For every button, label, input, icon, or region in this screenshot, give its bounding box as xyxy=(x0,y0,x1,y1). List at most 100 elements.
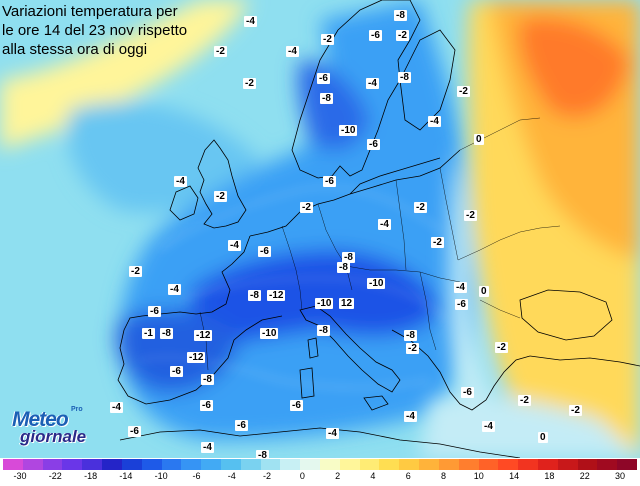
scale-swatch xyxy=(320,459,340,470)
isoline-label: -8 xyxy=(398,72,411,83)
isoline-label: -2 xyxy=(518,395,531,406)
scale-swatch xyxy=(181,459,202,470)
isoline-label: -2 xyxy=(321,34,334,45)
scale-swatch xyxy=(339,459,360,470)
map-title: Variazioni temperatura per le ore 14 del… xyxy=(2,2,232,59)
scale-swatch xyxy=(220,459,241,470)
isoline-label: -2 xyxy=(414,202,427,213)
isoline-label: -6 xyxy=(170,366,183,377)
isoline-label: -6 xyxy=(455,299,468,310)
isoline-label: -2 xyxy=(457,86,470,97)
isoline-label: -2 xyxy=(214,46,227,57)
isoline-label: -4 xyxy=(366,78,379,89)
scale-swatch xyxy=(458,459,479,470)
isoline-label: -8 xyxy=(394,10,407,21)
scale-tick-label: -22 xyxy=(48,471,62,481)
title-line-2: le ore 14 del 23 nov rispetto xyxy=(2,22,188,39)
scale-swatch xyxy=(22,459,43,470)
isoline-label: -8 xyxy=(342,252,355,263)
isoline-label: -4 xyxy=(244,16,257,27)
scale-swatch xyxy=(201,459,221,470)
scale-tick-label: 0 xyxy=(299,471,305,481)
isoline-label: -4 xyxy=(482,421,495,432)
isoline-label: -12 xyxy=(267,290,286,301)
scale-swatch xyxy=(597,459,618,470)
scale-tick-label: 4 xyxy=(370,471,376,481)
scale-tick-label: -4 xyxy=(227,471,236,481)
country-borders xyxy=(199,117,561,371)
isoline-label: -6 xyxy=(128,426,141,437)
isoline-label: -6 xyxy=(258,246,271,257)
scale-swatch xyxy=(161,459,182,470)
isoline-label: -4 xyxy=(378,219,391,230)
isoline-label: 12 xyxy=(339,298,355,309)
isoline-label: -4 xyxy=(174,176,187,187)
scale-swatch xyxy=(121,459,142,470)
isoline-label: 0 xyxy=(479,286,489,297)
scale-swatch xyxy=(518,459,538,470)
scale-swatch xyxy=(577,459,598,470)
isoline-label: -4 xyxy=(201,442,214,453)
isoline-label: -2 xyxy=(406,343,419,354)
isoline-label: -2 xyxy=(431,237,444,248)
isoline-label: -6 xyxy=(367,139,380,150)
isoline-label: -8 xyxy=(160,328,173,339)
scale-tick-label: -2 xyxy=(263,471,272,481)
isoline-label: -8 xyxy=(201,374,214,385)
isoline-label: 0 xyxy=(474,134,484,145)
temperature-change-map xyxy=(0,0,640,458)
scale-tick-label: -30 xyxy=(13,471,27,481)
scale-swatch xyxy=(419,459,439,470)
isoline-label: -6 xyxy=(323,176,336,187)
isoline-label: -4 xyxy=(454,282,467,293)
isoline-label: -8 xyxy=(337,262,350,273)
scale-swatch xyxy=(537,459,558,470)
scale-tick-label: -18 xyxy=(84,471,98,481)
isoline-label: -1 xyxy=(142,328,155,339)
coastlines xyxy=(117,0,640,458)
scale-swatch xyxy=(438,459,459,470)
hottest-area xyxy=(519,17,630,118)
scale-swatch xyxy=(62,459,83,470)
isoline-label: -4 xyxy=(326,428,339,439)
scale-tick-label: 6 xyxy=(405,471,411,481)
isoline-label: -2 xyxy=(495,342,508,353)
isoline-label: -4 xyxy=(404,411,417,422)
isoline-label: -10 xyxy=(339,125,358,136)
neutral-south-east-area xyxy=(420,396,640,458)
isoline-label: -6 xyxy=(235,420,248,431)
scale-tick-label: 8 xyxy=(441,471,447,481)
scale-tick-label: -10 xyxy=(154,471,168,481)
scale-swatch xyxy=(379,459,400,470)
isoline-label: -12 xyxy=(187,352,206,363)
deep-cold-core xyxy=(190,250,440,344)
color-scale-ticks: -30 -22 -18 -14 -10 -6 -4 -2 0 2 4 6 8 10 14 18 22 30 xyxy=(0,471,640,485)
meteogiornale-logo: Meteo Pro giornale xyxy=(8,402,100,450)
color-scale-legend: -30 -22 -18 -14 -10 -6 -4 -2 0 2 4 6 8 10 14 18 22 30 xyxy=(0,458,640,486)
isoline-label: -2 xyxy=(214,191,227,202)
scale-swatch xyxy=(478,459,499,470)
cold-atlantic-area xyxy=(67,102,260,213)
isoline-label: -8 xyxy=(320,93,333,104)
isolines xyxy=(139,187,446,388)
isoline-label: -2 xyxy=(243,78,256,89)
isoline-label: -4 xyxy=(168,284,181,295)
scale-tick-label: -6 xyxy=(192,471,201,481)
scale-swatch xyxy=(82,459,103,470)
isoline-label: -6 xyxy=(369,30,382,41)
isoline-label: -8 xyxy=(248,290,261,301)
isoline-label: -4 xyxy=(110,402,123,413)
scale-swatch xyxy=(141,459,162,470)
isoline-label: -4 xyxy=(228,240,241,251)
scale-tick-label: 2 xyxy=(335,471,341,481)
scale-tick-label: 14 xyxy=(509,471,520,481)
scale-swatch xyxy=(280,459,301,470)
scale-swatch xyxy=(260,459,281,470)
scale-swatch xyxy=(557,459,578,470)
isoline-label: -8 xyxy=(256,450,269,461)
scale-swatch xyxy=(3,459,23,470)
isoline-label: -2 xyxy=(129,266,142,277)
scale-tick-label: 30 xyxy=(614,471,626,481)
title-line-1: Variazioni temperatura per xyxy=(2,3,178,20)
scale-swatch xyxy=(399,459,420,470)
